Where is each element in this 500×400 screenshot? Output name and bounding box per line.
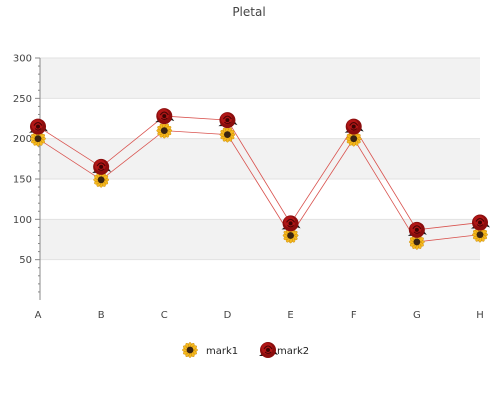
series-line-mark2: [37, 115, 481, 231]
rose-core: [351, 124, 356, 129]
rose-core: [478, 220, 482, 225]
rose-core: [162, 114, 167, 119]
rose-core: [288, 221, 293, 226]
rose-petal-line: [224, 121, 231, 125]
plot-area: 50 100 150 200 250 300 A B C D E F G H: [13, 54, 490, 321]
x-tick-label: A: [35, 310, 42, 321]
y-tick-label: 300: [13, 54, 32, 65]
sunflower-center: [476, 231, 484, 239]
point-mark1: [472, 226, 488, 243]
legend-label: mark1: [206, 346, 238, 357]
x-tick-label: B: [98, 310, 105, 321]
point-mark2: [29, 118, 48, 135]
point-mark2: [218, 112, 238, 129]
rose-petal-line: [97, 168, 105, 171]
point-mark2: [471, 214, 490, 231]
point-mark1: [93, 171, 109, 188]
rose-petal-line: [413, 231, 421, 234]
x-tick-label: G: [413, 310, 421, 321]
y-tick-label: 250: [13, 94, 32, 105]
rose-petal-line: [222, 115, 232, 120]
sunflower-center: [413, 238, 421, 246]
rose-petal-line: [286, 218, 296, 223]
rose-petal-line: [33, 122, 43, 126]
point-mark2: [155, 108, 175, 125]
x-tick-label: E: [287, 310, 293, 321]
chart-title: Pletal: [232, 5, 265, 19]
legend-item-mark1: mark1: [182, 342, 238, 358]
rose-core: [266, 348, 270, 352]
rose-core: [99, 164, 104, 169]
rose-petal-line: [412, 225, 422, 230]
rose-petal-line: [350, 128, 358, 131]
y-tick-label: 150: [13, 175, 32, 186]
sunflower-center: [350, 135, 358, 143]
grid-band: [40, 179, 480, 220]
y-tick-label: 50: [19, 255, 32, 266]
rose-petal-line: [287, 224, 294, 228]
sunflower-center: [287, 232, 294, 239]
grid-band: [40, 58, 480, 99]
legend-item-mark2: mark2: [259, 342, 309, 358]
rose-petal-line: [160, 117, 168, 121]
rose-petal-line: [264, 351, 272, 354]
point-mark2: [407, 221, 427, 238]
y-tick-label: 200: [13, 134, 32, 145]
sunflower-center: [34, 135, 42, 143]
grid-band: [40, 138, 480, 179]
rose-core: [36, 124, 40, 129]
point-mark2: [92, 158, 112, 175]
point-mark1: [409, 234, 425, 250]
x-tick-label: D: [224, 310, 232, 321]
sunflower-center: [224, 131, 231, 139]
grid-band: [40, 259, 480, 300]
point-mark1: [345, 130, 362, 147]
grid-band: [40, 219, 480, 260]
sunflower-center: [186, 346, 194, 354]
rose-petal-line: [349, 122, 359, 126]
series-line-mark1: [37, 130, 481, 243]
rose-petal-line: [263, 345, 273, 350]
grid-band: [40, 98, 480, 139]
rose-petal-line: [475, 218, 485, 222]
point-mark2: [344, 118, 364, 135]
rose-core: [414, 227, 419, 232]
rose-petal-line: [34, 128, 42, 131]
x-tick-label: C: [161, 310, 168, 321]
x-tick-label: H: [476, 310, 484, 321]
rose-petal-line: [96, 162, 106, 167]
legend: mark1 mark2: [182, 342, 309, 358]
sunflower-center: [97, 176, 105, 184]
rose-core: [225, 118, 230, 123]
point-mark2: [281, 215, 301, 232]
sunflower-center: [160, 127, 168, 134]
rose-petal-line: [159, 111, 169, 116]
rose-petal-line: [476, 224, 484, 227]
y-tick-label: 100: [13, 215, 32, 226]
x-tick-label: F: [351, 310, 357, 321]
point-mark1: [219, 126, 236, 143]
point-mark1: [156, 122, 173, 139]
legend-label: mark2: [277, 346, 309, 357]
